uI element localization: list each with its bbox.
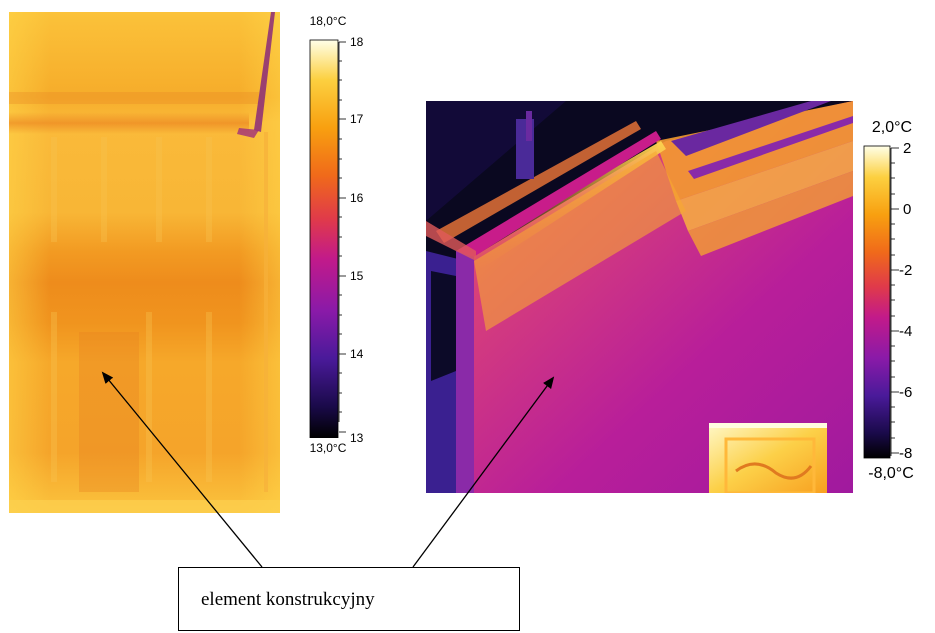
- left-tick-18: 18: [350, 35, 364, 49]
- left-tick-15: 15: [350, 269, 364, 283]
- right-tick-minus-6: -6: [899, 384, 912, 401]
- right-tick-0: 0: [903, 201, 911, 218]
- arrow-left: [101, 371, 263, 568]
- caption-text: element konstrukcyjny: [201, 589, 375, 610]
- left-thermal-image: [9, 12, 280, 513]
- left-scale-bottom: 13 13,0°C: [300, 415, 390, 455]
- caption-box: element konstrukcyjny: [178, 567, 520, 631]
- right-colorbar: [863, 145, 891, 459]
- left-scale-max-label: 18,0°C: [310, 14, 347, 28]
- left-scale-min-label: 13,0°C: [310, 441, 347, 455]
- left-tick-14: 14: [350, 347, 364, 361]
- right-tick-2: 2: [903, 140, 911, 157]
- left-temperature-scale: 18,0°C 18 17 16 15 14: [300, 12, 390, 438]
- left-colorbar: [309, 39, 339, 438]
- right-thermal-image: [426, 101, 853, 493]
- right-scale-max-label: 2,0°C: [872, 119, 912, 136]
- right-tick-minus-4: -4: [899, 323, 912, 340]
- left-tick-17: 17: [350, 112, 364, 126]
- arrow-right: [412, 376, 555, 568]
- right-tick-minus-2: -2: [899, 262, 912, 279]
- left-tick-13: 13: [350, 431, 364, 445]
- right-tick-minus-8: -8: [899, 445, 912, 462]
- left-tick-16: 16: [350, 191, 364, 205]
- right-temperature-scale: 2,0°C 2 0 -2 -4 -6 -8 -8,0°C: [855, 112, 935, 492]
- right-scale-min-label: -8,0°C: [868, 465, 914, 482]
